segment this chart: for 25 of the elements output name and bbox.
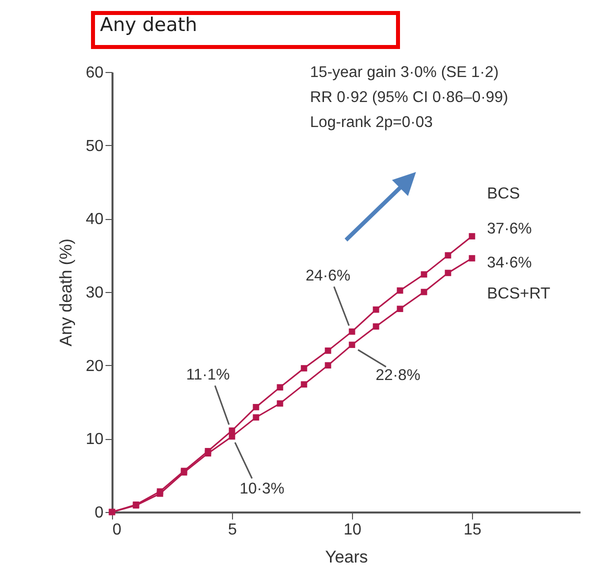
- annotation: RR 0·92 (95% CI 0·86–0·99): [310, 89, 508, 106]
- x-tick-label: 0: [112, 522, 122, 538]
- y-tick-label: 30: [86, 284, 104, 302]
- annotation: Log-rank 2p=0·03: [310, 114, 433, 131]
- x-tick-label: 10: [344, 522, 362, 538]
- annotation: 37·6%: [487, 220, 532, 238]
- x-tick-label: 15: [464, 522, 482, 538]
- y-tick-label: 40: [86, 211, 104, 228]
- y-tick-label: 50: [86, 138, 104, 155]
- y-tick-label: 10: [86, 431, 104, 448]
- chart-title: Any death: [100, 14, 198, 36]
- annotation: 24·6%: [306, 268, 351, 285]
- annotation: 34·6%: [487, 254, 532, 272]
- annotation: 10·3%: [240, 480, 285, 498]
- y-tick-label: 60: [86, 64, 104, 82]
- annotation: 11·1%: [186, 366, 230, 384]
- y-axis-title: Any death (%): [56, 238, 76, 346]
- x-axis-title: Years: [325, 548, 368, 566]
- x-tick-label: 5: [228, 522, 238, 538]
- annotation: 15-year gain 3·0% (SE 1·2): [310, 64, 499, 81]
- y-tick-label: 20: [86, 358, 104, 375]
- text: BCS: [487, 185, 520, 202]
- series-label: BCS+RT: [487, 285, 551, 302]
- annotation: 22·8%: [376, 366, 421, 384]
- y-tick-label: 0: [94, 504, 104, 522]
